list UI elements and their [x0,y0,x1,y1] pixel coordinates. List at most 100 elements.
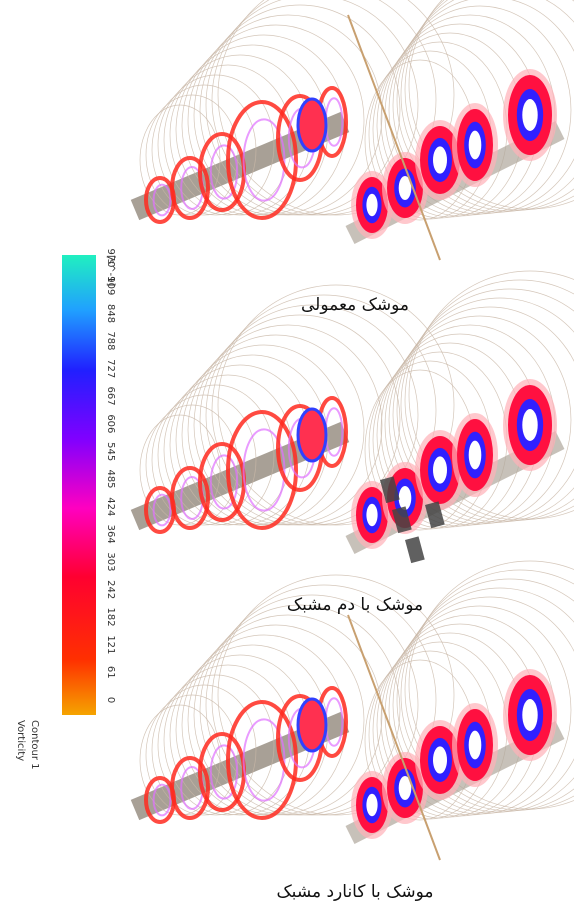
vortex-blob [468,130,482,160]
grid-fin [405,536,425,564]
vortex-ring [209,744,239,800]
caption: موشک با دم مشبک [287,595,423,615]
legend-unit: [s^-1] [105,255,116,286]
contour-line [396,297,574,523]
contour-line [151,394,257,526]
vortex-ring [226,410,298,530]
vortex-blob [366,503,378,527]
contour-line [400,288,574,522]
tick-label: 61 [105,666,116,679]
tick-label: 970 [105,248,116,267]
vortex-blob [468,730,482,760]
contour-line [400,578,574,812]
contour-line [396,0,574,213]
tick-label: 242 [105,580,116,599]
vortex-blob [433,746,447,774]
vortex-core [296,697,328,753]
contour-line [404,0,574,211]
vortex-ring [226,700,298,820]
vortex-blob [522,409,538,441]
vortex-ring [170,466,210,530]
tick-label: 0 [105,697,116,703]
contour-line [145,694,239,816]
contour-line [211,294,437,526]
contour-line [404,279,574,521]
tick-label: 848 [105,304,116,323]
contour-line [145,404,239,526]
vortex-ring [242,718,286,802]
contour-line [157,384,275,526]
launch-rail [347,14,441,261]
caption: موشک معمولی [301,295,409,315]
tick-label: 727 [105,359,116,378]
vortex-ring [209,144,239,200]
colorbar [62,255,96,715]
contour-line [157,74,275,216]
contour-line [388,5,572,215]
contour-line [151,684,257,816]
vortex-ring [152,493,172,527]
vortex-blob [398,176,412,200]
contour-line [193,324,383,526]
tick-label: 667 [105,387,116,406]
vortex-blob [366,793,378,817]
contour-line [205,594,419,816]
colorbar-ticks: 0 61 121 182 242 303 364 424 485 545 606 667 727 788 8… [105,248,116,703]
tick-label: 788 [105,331,116,350]
vortex-blob [433,456,447,484]
contour-line [408,560,574,810]
grid-fin [425,501,445,529]
tick-label: 485 [105,469,116,488]
legend-title: Vorticity [15,720,26,761]
vortex-ring [152,183,172,217]
vortex-blob [522,99,538,131]
vortex-ring [242,428,286,512]
vortex-ring [170,756,210,820]
vortex-blob [366,193,378,217]
vortex-ring [242,118,286,202]
contour-line [217,574,455,816]
contour-line [388,315,572,525]
contour-line [145,94,239,216]
tick-label: 909 [105,276,116,295]
contour-line [211,0,437,216]
contour-line [408,0,574,210]
contour-line [205,304,419,526]
launch-rail [347,614,441,861]
vortex-ring [170,156,210,220]
contour-line [217,284,455,526]
contour-line [392,0,574,214]
contour-line [193,14,383,216]
contour-line [392,306,574,524]
contour-line [151,84,257,216]
vortex-core [296,97,328,153]
tick-label: 606 [105,414,116,433]
caption: موشک با کانارد مشبک [276,882,433,902]
grid-fin [392,506,412,534]
tick-label: 364 [105,525,116,544]
contour-line [404,569,574,811]
tick-label: 121 [105,635,116,654]
legend-subtitle: Contour 1 [29,720,40,769]
vortex-ring [226,100,298,220]
contour-line [157,674,275,816]
contour-line [205,0,419,216]
tick-label: 303 [105,552,116,571]
contour-line [400,0,574,212]
vortex-core [296,407,328,463]
contour-line [193,614,383,816]
contour-line [408,270,574,520]
contour-line [199,314,401,526]
tick-label: 424 [105,497,116,516]
contour-line [199,4,401,216]
vortex-blob [468,440,482,470]
vortex-ring [152,783,172,817]
contour-images [130,0,574,861]
contour-line [396,587,574,813]
contour-line [211,584,437,816]
grid-fin [379,476,400,504]
contour-line [388,605,572,815]
contour-line [217,0,455,216]
